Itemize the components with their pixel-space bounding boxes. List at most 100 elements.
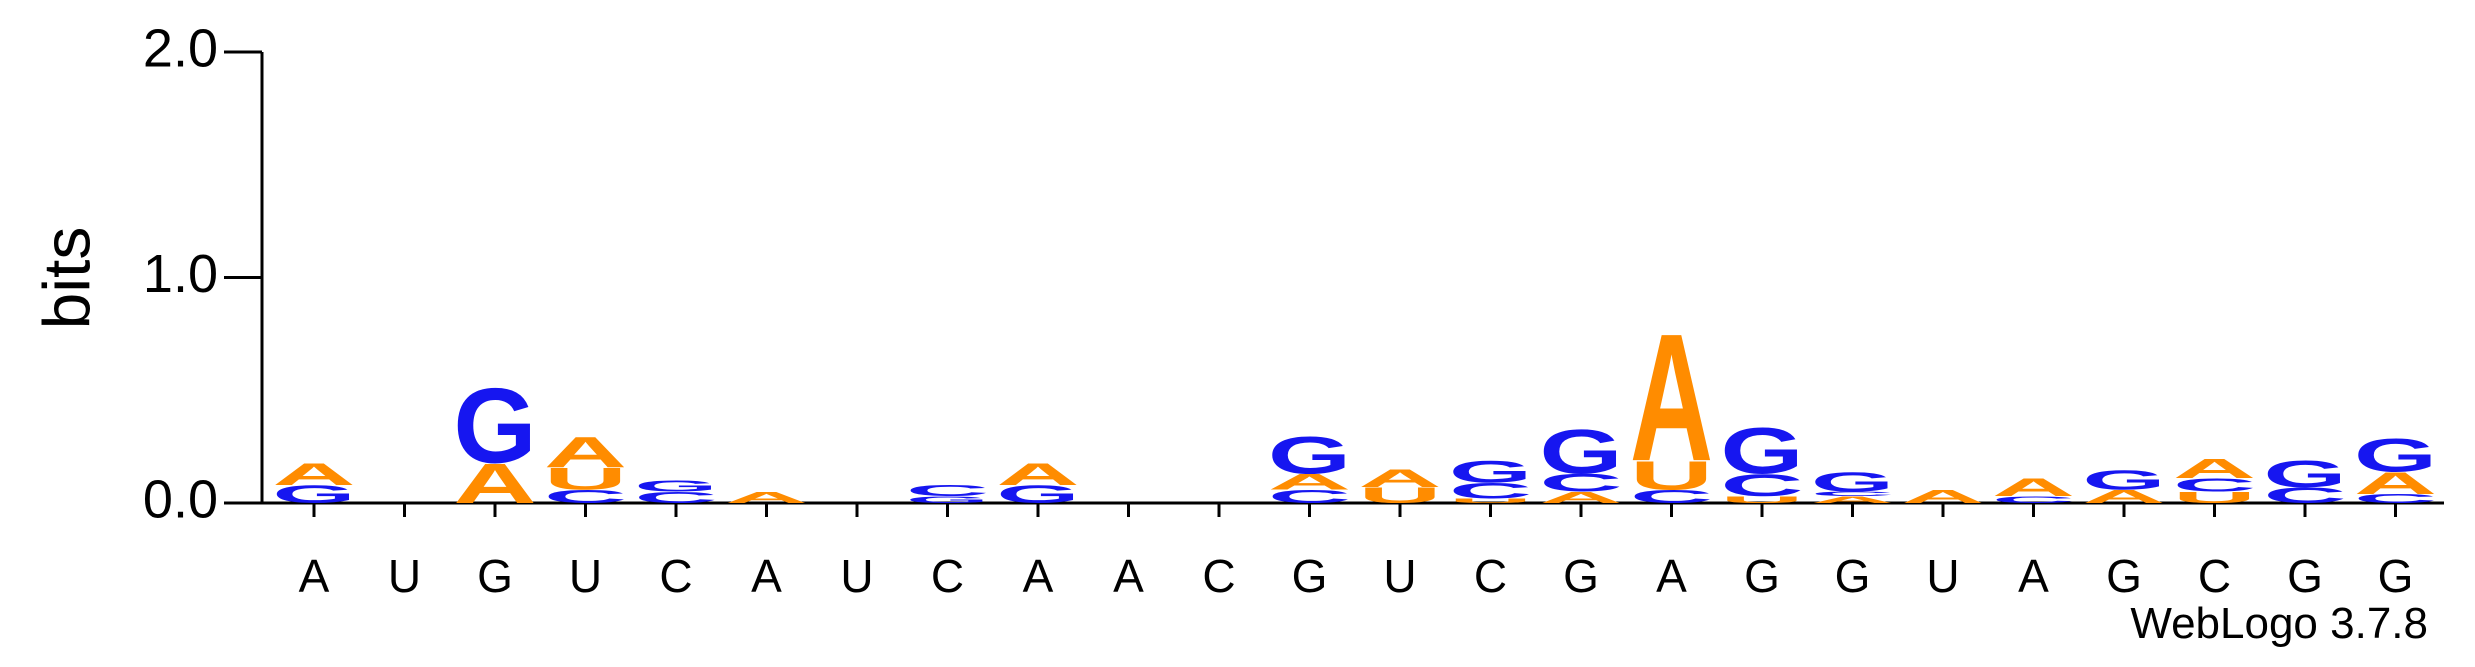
logo-letter: G (272, 481, 355, 509)
letter-group: U (1720, 495, 1803, 505)
letter-group: A (1630, 297, 1713, 500)
letter-group: U (544, 461, 627, 496)
letter-group: G (2082, 464, 2165, 496)
x-tick-label: G (1744, 550, 1780, 602)
x-tick-label: G (477, 550, 513, 602)
logo-letter: C (634, 489, 717, 507)
logo-letter: A (1630, 297, 1713, 500)
x-tick-label: U (1383, 550, 1416, 602)
logo-letter: C (544, 486, 627, 507)
logo-letter: U (1449, 497, 1532, 504)
letter-group: G (2354, 429, 2437, 482)
logo-letter: C (2173, 475, 2256, 496)
logo-letter: G (1539, 417, 1622, 488)
letter-group: A (1901, 486, 1984, 507)
x-tick-label: G (2106, 550, 2142, 602)
letter-group: U (1449, 497, 1532, 504)
logo-letter: C (1268, 486, 1351, 507)
letter-group: C (2263, 483, 2346, 508)
logo-letter: U (1630, 453, 1713, 498)
logo-letter: A (1358, 465, 1441, 493)
x-tick-label: U (388, 550, 421, 602)
x-tick-label: C (1202, 550, 1235, 602)
x-tick-label: A (1113, 550, 1144, 602)
x-tick-label: C (2198, 550, 2231, 602)
letter-group: A (2173, 452, 2256, 484)
letter-group: A (1992, 474, 2075, 502)
letter-group: C (2173, 475, 2256, 496)
logo-letter: A (453, 453, 536, 516)
letter-group: A (1811, 495, 1894, 505)
letter-group: G (272, 481, 355, 509)
logo-letter: U (2173, 489, 2256, 507)
letter-group: G (2263, 454, 2346, 496)
letter-group: A (725, 489, 808, 507)
letter-group: A (996, 457, 1079, 492)
x-tick-label: G (2287, 550, 2323, 602)
logo-letter: G (2354, 429, 2437, 482)
logo-letter: G (906, 495, 989, 505)
x-tick-label: A (299, 550, 330, 602)
logo-letter: G (1268, 425, 1351, 485)
letter-group: C (634, 489, 717, 507)
x-tick-label: A (751, 550, 782, 602)
letter-group: C (1268, 486, 1351, 507)
x-tick-label: U (569, 550, 602, 602)
y-tick-label: 2.0 (143, 18, 218, 78)
logo-letter: C (906, 482, 989, 500)
letter-group: C (906, 482, 989, 500)
letter-group: A (453, 453, 536, 516)
letter-group: G (1449, 454, 1532, 489)
logo-letter: C (1630, 486, 1713, 507)
letter-group: C (1630, 486, 1713, 507)
footer: WebLogo 3.7.8 (2130, 599, 2428, 648)
x-tick-label: G (1292, 550, 1328, 602)
logo-letter: A (1539, 489, 1622, 507)
logo-letter: C (1539, 469, 1622, 497)
letter-group: G (1539, 417, 1622, 488)
logo-letter: A (725, 489, 808, 507)
x-tick-label: A (1656, 550, 1687, 602)
letter-group: A (544, 428, 627, 477)
logo-letter: U (1720, 495, 1803, 505)
logo-letter: C (2354, 492, 2437, 506)
letter-group: C (1992, 495, 2075, 505)
letter-group: G (1720, 414, 1803, 488)
x-tick-label: G (2378, 550, 2414, 602)
letter-group: G (1811, 466, 1894, 498)
logo-letter: C (1449, 479, 1532, 504)
logo-letter: C (1720, 468, 1803, 503)
letter-group: A (1358, 465, 1441, 493)
letter-group: C (1720, 468, 1803, 503)
letter-group: C (1539, 469, 1622, 497)
letter-group: G (996, 481, 1079, 509)
letter-group: C (2354, 492, 2437, 506)
logo-letter: A (1901, 486, 1984, 507)
y-tick-label: 0.0 (143, 469, 218, 529)
logo-letter: A (2173, 452, 2256, 484)
letter-group: A (2082, 486, 2165, 507)
letter-group: G (453, 366, 536, 486)
letter-group: G (906, 495, 989, 505)
y-tick-label: 1.0 (143, 244, 218, 304)
logo-letter: G (1720, 414, 1803, 488)
x-tick-label: U (1926, 550, 1959, 602)
logo-letter: C (1811, 491, 1894, 498)
x-tick-label: U (840, 550, 873, 602)
logo-letter: U (544, 461, 627, 496)
letter-group: C (544, 486, 627, 507)
logo-letter: A (1992, 474, 2075, 502)
letter-group: A (2354, 466, 2437, 501)
x-tick-label: G (1835, 550, 1871, 602)
letter-group: U (1358, 483, 1441, 508)
logo-letter: A (2354, 466, 2437, 501)
logo-letter: A (1268, 470, 1351, 495)
logo-letter: G (996, 481, 1079, 509)
x-tick-label: G (1563, 550, 1599, 602)
letter-group: C (1449, 479, 1532, 504)
logo-letter: G (2082, 464, 2165, 496)
letter-group: A (1539, 489, 1622, 507)
logo-letter: A (272, 457, 355, 492)
logo-letter: G (453, 366, 536, 486)
